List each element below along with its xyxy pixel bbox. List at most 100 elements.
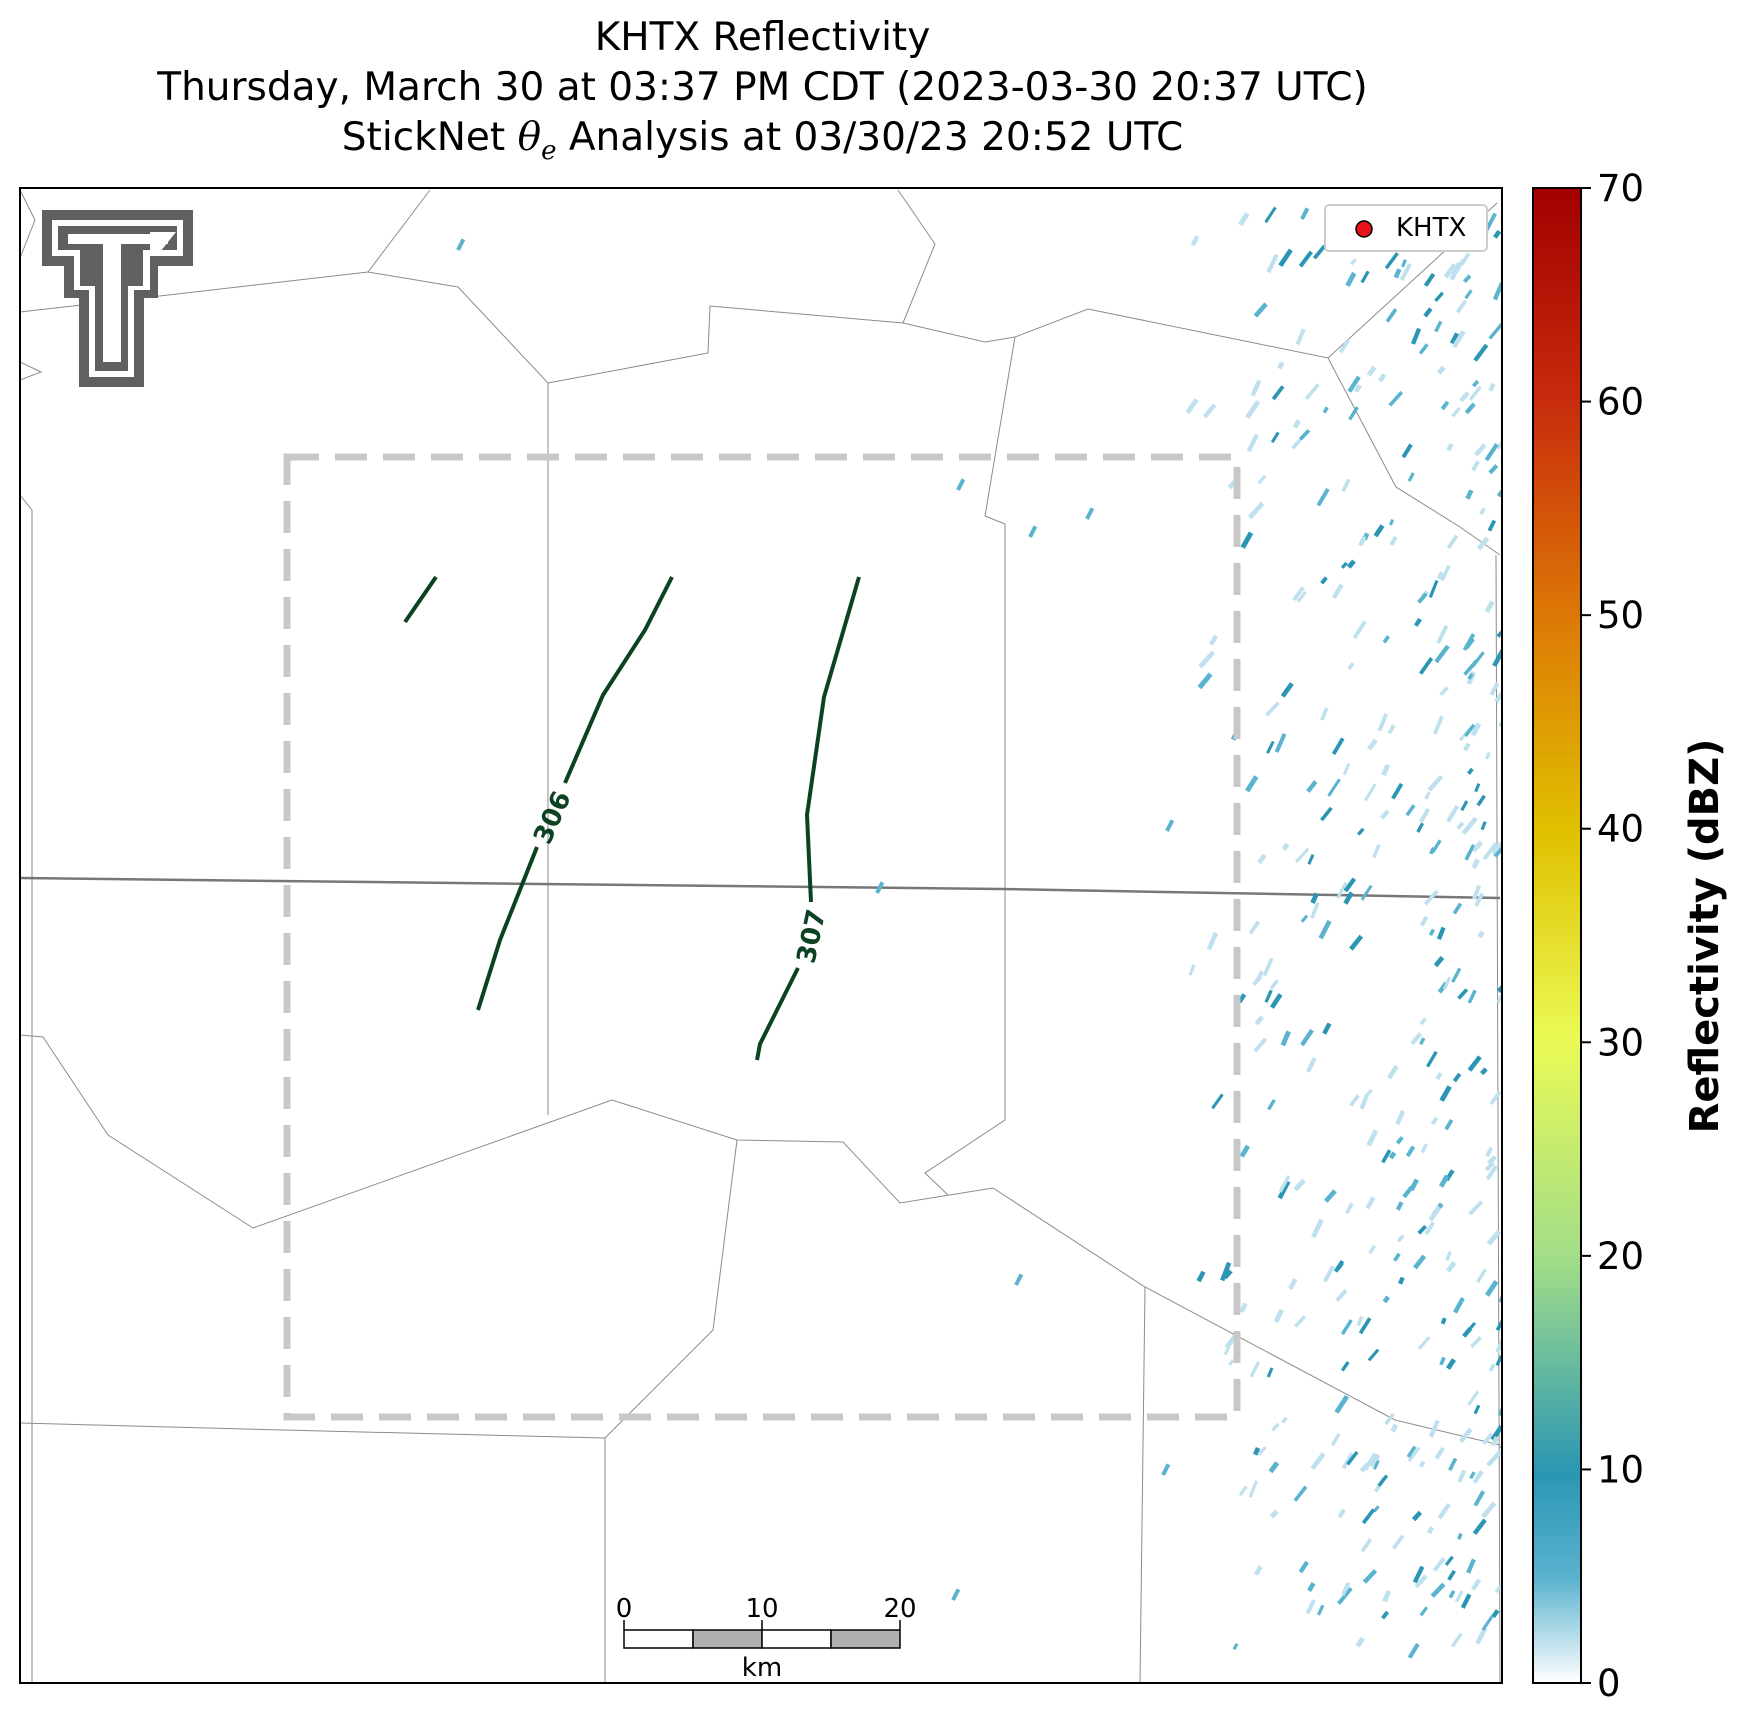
reflectivity-echo bbox=[1460, 800, 1469, 812]
reflectivity-echo bbox=[1391, 782, 1404, 800]
reflectivity-echo bbox=[1472, 843, 1482, 853]
reflectivity-echo bbox=[1471, 858, 1481, 870]
scale-tick-10: 10 bbox=[745, 1594, 778, 1624]
reflectivity-echo bbox=[1410, 327, 1422, 345]
reflectivity-echo bbox=[1401, 443, 1413, 459]
reflectivity-echo bbox=[1341, 1452, 1354, 1470]
reflectivity-echo bbox=[1330, 1433, 1341, 1447]
reflectivity-echo bbox=[1410, 1032, 1423, 1045]
reflectivity-echo bbox=[1388, 518, 1395, 526]
reflectivity-echo bbox=[1468, 386, 1482, 401]
reflectivity-echo bbox=[1508, 362, 1515, 378]
reflectivity-echo bbox=[1377, 1474, 1389, 1487]
reflectivity-echo bbox=[1382, 635, 1390, 644]
khtx-radar-marker-icon bbox=[1355, 220, 1373, 238]
reflectivity-echo bbox=[1436, 365, 1446, 375]
reflectivity-echo bbox=[1443, 263, 1457, 279]
reflectivity-echo bbox=[1245, 775, 1259, 793]
contour-line-307 bbox=[804, 576, 861, 903]
reflectivity-echo bbox=[1464, 843, 1476, 861]
reflectivity-echo bbox=[1340, 1361, 1350, 1372]
reflectivity-echo bbox=[1320, 806, 1333, 822]
reflectivity-echo bbox=[1491, 841, 1502, 855]
reflectivity-echo bbox=[951, 1588, 961, 1601]
reflectivity-echo bbox=[1418, 343, 1429, 355]
reflectivity-echo bbox=[1505, 935, 1512, 942]
reflectivity-echo bbox=[1407, 1642, 1420, 1659]
reflectivity-echo bbox=[1391, 1534, 1405, 1550]
contour-line-306-lower bbox=[476, 846, 539, 1011]
reflectivity-echo bbox=[1439, 1356, 1446, 1366]
reflectivity-echo bbox=[1431, 839, 1442, 853]
reflectivity-echo bbox=[1206, 931, 1219, 951]
reflectivity-echo bbox=[1254, 1015, 1264, 1026]
reflectivity-echo bbox=[1467, 767, 1474, 775]
reflectivity-echo bbox=[1359, 1462, 1371, 1473]
reflectivity-echo bbox=[1419, 1606, 1429, 1617]
reflectivity-echo bbox=[1457, 1469, 1467, 1483]
reflectivity-echo bbox=[1472, 1470, 1484, 1484]
reflectivity-echo bbox=[1488, 382, 1496, 392]
reflectivity-echo bbox=[1417, 1336, 1431, 1350]
reflectivity-echo bbox=[1484, 600, 1495, 613]
reflectivity-echo bbox=[1509, 1037, 1513, 1042]
reflectivity-echo bbox=[1352, 620, 1367, 640]
reflectivity-echo bbox=[1248, 1480, 1259, 1498]
reflectivity-echo bbox=[1445, 1250, 1452, 1262]
reflectivity-echo bbox=[1446, 804, 1460, 823]
reflectivity-echo bbox=[1432, 715, 1444, 735]
reflectivity-echo bbox=[1356, 827, 1365, 836]
reflectivity-echo bbox=[1340, 1582, 1351, 1596]
reflectivity-echo bbox=[1257, 474, 1267, 485]
reflectivity-echo bbox=[1266, 1367, 1274, 1378]
reflectivity-echo bbox=[1291, 439, 1302, 450]
reflectivity-echo bbox=[1257, 1445, 1267, 1456]
reflectivity-echo bbox=[1507, 1154, 1512, 1160]
reflectivity-echo bbox=[1361, 1508, 1376, 1525]
reflectivity-echo bbox=[1307, 1582, 1316, 1592]
reflectivity-echo bbox=[1373, 524, 1385, 538]
reflectivity-echo bbox=[1389, 535, 1398, 546]
reflectivity-echo bbox=[1320, 576, 1328, 585]
reflectivity-echo bbox=[1456, 821, 1465, 830]
colorbar-tick-label: 0 bbox=[1597, 1662, 1621, 1705]
reflectivity-echo bbox=[1424, 791, 1431, 800]
reflectivity-echo bbox=[1349, 934, 1364, 951]
reflectivity-echo bbox=[1442, 976, 1452, 990]
reflectivity-echo bbox=[1340, 1319, 1353, 1335]
scale-unit: km bbox=[742, 1653, 782, 1683]
reflectivity-echo bbox=[1388, 1151, 1397, 1160]
reflectivity-echo bbox=[1393, 1252, 1401, 1262]
reflectivity-echo bbox=[1428, 1419, 1440, 1438]
reflectivity-echo bbox=[1432, 1557, 1446, 1572]
reflectivity-echo bbox=[1459, 391, 1470, 403]
reflectivity-echo bbox=[1480, 1067, 1488, 1076]
reflectivity-echo bbox=[1420, 1143, 1428, 1154]
reflectivity-echo bbox=[1253, 1447, 1261, 1456]
reflectivity-echo bbox=[1496, 489, 1502, 498]
reflectivity-echo bbox=[1310, 901, 1320, 919]
reflectivity-echo bbox=[1323, 1265, 1335, 1283]
reflectivity-echo bbox=[1324, 1189, 1337, 1203]
reflectivity-echo bbox=[1295, 328, 1306, 346]
reflectivity-echo bbox=[1355, 1636, 1365, 1648]
reflectivity-echo bbox=[1014, 1273, 1024, 1286]
reflectivity-echo bbox=[1249, 1361, 1261, 1378]
reflectivity-echo bbox=[1381, 763, 1391, 776]
reflectivity-echo bbox=[1407, 1446, 1421, 1463]
reflectivity-echo bbox=[1232, 1642, 1239, 1651]
reflectivity-echo bbox=[1464, 289, 1473, 300]
reflectivity-echo bbox=[1358, 535, 1367, 547]
reflectivity-echo bbox=[1501, 1560, 1502, 1562]
reflectivity-echo bbox=[1430, 1116, 1439, 1126]
reflectivity-echo bbox=[1434, 320, 1443, 333]
reflectivity-echo bbox=[1240, 531, 1254, 549]
colorbar-label: Reflectivity (dBZ) bbox=[1682, 739, 1728, 1134]
reflectivity-echo bbox=[1271, 1422, 1280, 1432]
reflectivity-echo bbox=[1277, 361, 1285, 370]
reflectivity-echo bbox=[1473, 343, 1489, 362]
reflectivity-echo bbox=[1372, 843, 1381, 859]
reflectivity-echo bbox=[1482, 841, 1498, 861]
reflectivity-echo bbox=[1317, 1604, 1325, 1616]
